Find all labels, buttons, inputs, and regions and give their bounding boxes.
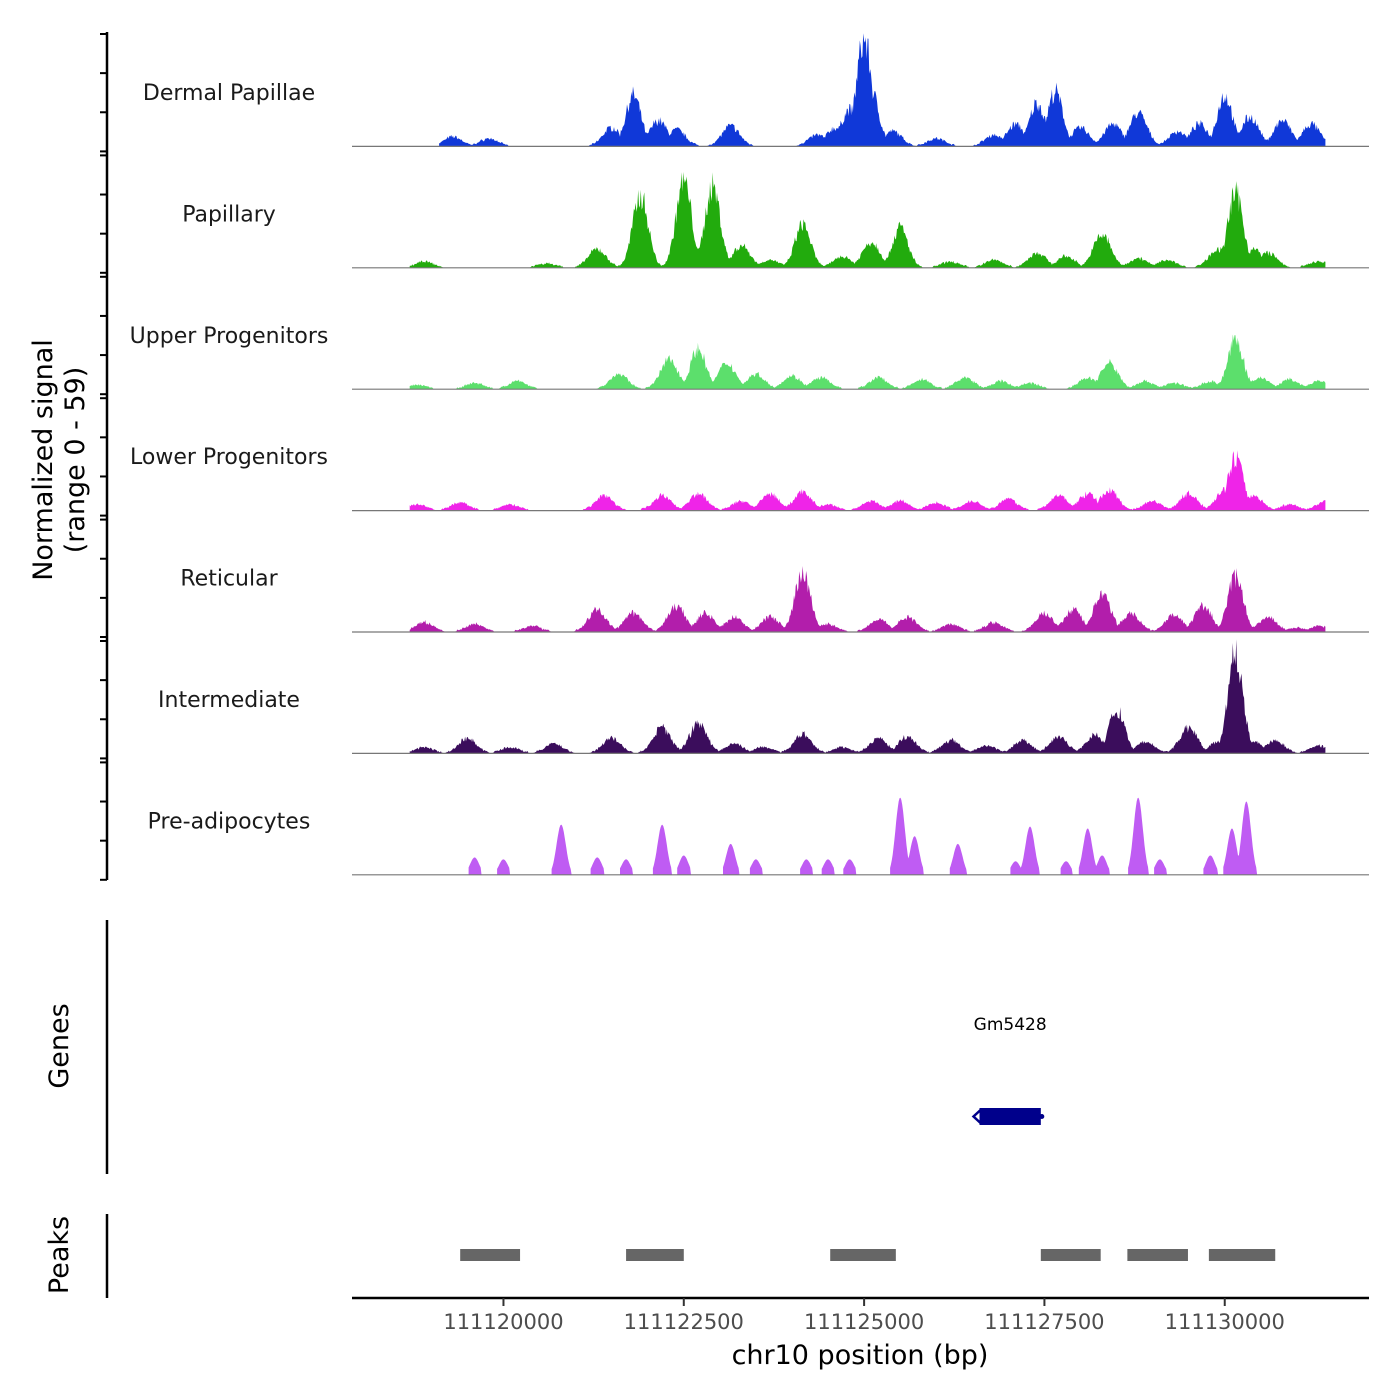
track-label: Reticular <box>180 567 278 592</box>
x-tick-label: 111125000 <box>804 1310 924 1334</box>
signal-panel: Dermal Papillae Papillary Upper Progenitor… <box>28 32 1369 881</box>
track-upper-progenitors: Upper Progenitors <box>130 324 1369 390</box>
track-signal-area <box>409 566 1326 632</box>
track-signal-area <box>468 797 1258 875</box>
peaks-panel: Peaks <box>44 1214 1276 1298</box>
track-label: Lower Progenitors <box>130 445 328 470</box>
signal-y-ticks <box>100 33 107 881</box>
track-reticular: Reticular <box>180 566 1369 633</box>
signal-tracks: Dermal Papillae Papillary Upper Progenitor… <box>130 33 1369 876</box>
track-label: Dermal Papillae <box>143 81 315 106</box>
genes-panel: Genes Gm5428 <box>44 920 1047 1174</box>
peak-region <box>1127 1249 1188 1261</box>
track-label: Pre-adipocytes <box>148 809 311 834</box>
peak-region <box>460 1249 521 1261</box>
track-pre-adipocytes: Pre-adipocytes <box>148 797 1369 876</box>
track-signal-area <box>409 334 1326 390</box>
track-lower-progenitors: Lower Progenitors <box>130 445 1369 512</box>
x-tick-label: 111122500 <box>624 1310 744 1334</box>
peaks-track-label: Peaks <box>44 1216 75 1294</box>
genes-layer: Gm5428 <box>971 1015 1047 1125</box>
x-tick-label: 111130000 <box>1165 1310 1285 1334</box>
track-signal-area <box>439 33 1326 147</box>
track-signal-area <box>409 639 1326 754</box>
track-intermediate: Intermediate <box>158 639 1369 755</box>
track-label: Upper Progenitors <box>130 324 329 349</box>
x-tick-label: 111120000 <box>443 1310 563 1334</box>
gene-strand-arrow <box>971 1109 982 1124</box>
track-signal-area <box>409 172 1326 268</box>
gene-label: Gm5428 <box>974 1015 1047 1035</box>
x-axis: 111120000 111122500 111125000 111127500 1111… <box>352 1296 1369 1371</box>
gene-end-marker <box>1039 1114 1045 1119</box>
gene-body <box>979 1108 1041 1125</box>
genes-track-label: Genes <box>44 1003 75 1088</box>
x-axis-label: chr10 position (bp) <box>732 1340 989 1371</box>
peaks-layer <box>460 1249 1276 1261</box>
x-tick-label: 111127500 <box>984 1310 1104 1334</box>
peak-region <box>830 1249 896 1261</box>
track-label: Papillary <box>182 202 276 227</box>
track-signal-area <box>409 450 1326 511</box>
signal-y-label-range: (range 0 - 59) <box>60 367 91 554</box>
x-ticks: 111120000 111122500 111125000 111127500 1111… <box>443 1298 1285 1334</box>
peak-region <box>1208 1249 1276 1261</box>
peak-region <box>626 1249 684 1261</box>
signal-y-label: Normalized signal <box>28 339 59 581</box>
track-label: Intermediate <box>158 688 300 713</box>
track-dermal-papillae: Dermal Papillae <box>143 33 1369 147</box>
peak-region <box>1040 1249 1101 1261</box>
track-papillary: Papillary <box>182 172 1369 269</box>
